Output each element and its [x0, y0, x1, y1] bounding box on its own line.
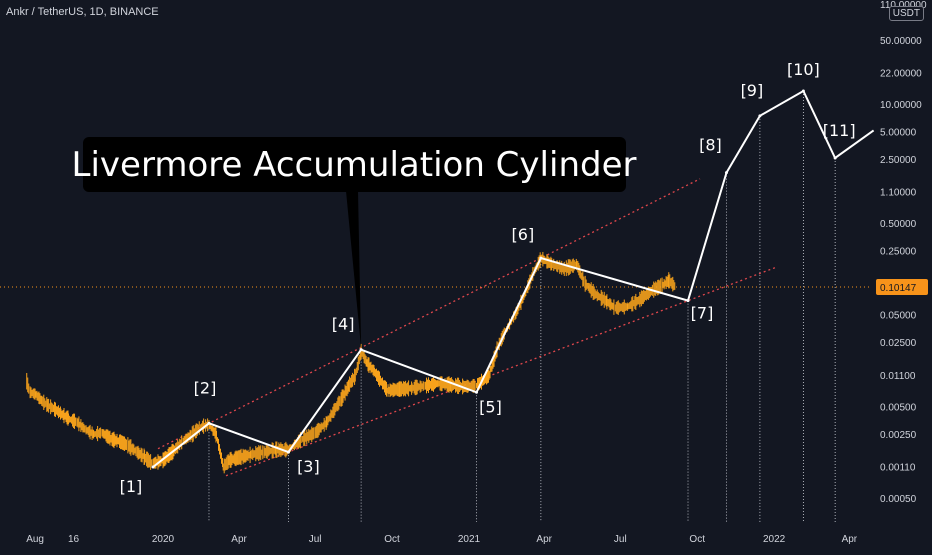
callout: Livermore Accumulation Cylinder — [72, 137, 637, 348]
price-tick-label: 5.00000 — [880, 127, 917, 138]
price-tick-label: 0.00050 — [880, 494, 917, 505]
symbol-title: Ankr / TetherUS, 1D, BINANCE — [6, 6, 159, 18]
wave-label: [11] — [823, 121, 856, 140]
wave-point — [151, 465, 155, 469]
price-tick-label: 0.50000 — [880, 219, 917, 230]
currency-badge[interactable]: USDT — [888, 6, 924, 21]
time-tick-label: 2022 — [763, 534, 786, 545]
upper-channel-line — [157, 178, 701, 450]
price-tick-label: 22.00000 — [880, 69, 922, 80]
wave-point — [758, 114, 762, 118]
price-tick-label: 1.10000 — [880, 188, 917, 199]
price-tick-label: 2.50000 — [880, 155, 917, 166]
wave-label: [8] — [699, 136, 722, 155]
wave-point — [286, 450, 290, 454]
wave-label: [9] — [741, 81, 764, 100]
lower-channel-line — [225, 267, 776, 477]
time-tick-label: Apr — [842, 534, 858, 545]
price-tick-label: 0.00500 — [880, 402, 917, 413]
time-axis: Aug 16 2020 Apr Jul Oct 2021 Apr Jul Oct 2022 Apr — [26, 534, 858, 545]
callout-pointer — [346, 191, 362, 348]
callout-text: Livermore Accumulation Cylinder — [72, 145, 637, 185]
wave-point — [686, 299, 690, 303]
price-tick-label: 10.00000 — [880, 100, 922, 111]
wave-label: [3] — [297, 457, 320, 476]
time-tick-label: Jul — [614, 534, 627, 545]
wave-label: [5] — [479, 397, 502, 416]
callout-box — [83, 137, 626, 192]
price-tick-label: 50.00000 — [880, 36, 922, 47]
wave-label: [6] — [512, 225, 535, 244]
time-tick-label: 2021 — [458, 534, 481, 545]
wave-label: [4] — [332, 315, 355, 334]
price-tick-label: 0.00250 — [880, 430, 917, 441]
time-tick-label: 16 — [68, 534, 80, 545]
channel-lines — [157, 178, 776, 477]
wave-point — [833, 156, 837, 160]
price-axis: 110.00000 50.00000 22.00000 10.00000 5.00000… — [876, 0, 928, 505]
wave-point — [724, 171, 728, 175]
price-tick-label: 0.25000 — [880, 247, 917, 258]
price-tick-label: 110.00000 — [880, 0, 927, 11]
wave-labels: [1] [2] [3] [4] [5] [6] [7] [8] [9] [10] [11] — [120, 60, 856, 496]
current-price-tag — [876, 279, 928, 295]
wave-label: [1] — [120, 477, 143, 496]
wave-label: [7] — [691, 304, 714, 323]
wave-point — [539, 256, 543, 260]
wave-path — [151, 89, 875, 469]
price-tick-label: 0.02500 — [880, 338, 917, 349]
wave-point — [801, 89, 805, 93]
price-tick-label: 0.05000 — [880, 311, 917, 322]
time-tick-label: Apr — [231, 534, 247, 545]
wave-polyline — [152, 89, 875, 468]
wave-point — [475, 390, 478, 394]
wave-vertical-guides — [208, 90, 836, 522]
wave-point — [207, 421, 211, 425]
wave-label: [2] — [194, 378, 217, 397]
price-tick-label: 0.01100 — [880, 371, 916, 382]
wave-label: [10] — [787, 60, 820, 79]
time-tick-label: 2020 — [152, 534, 175, 545]
time-tick-label: Apr — [536, 534, 552, 545]
time-tick-label: Oct — [384, 534, 400, 545]
wave-point — [359, 348, 363, 352]
price-tick-label: 0.00110 — [880, 463, 916, 474]
time-tick-label: Jul — [309, 534, 322, 545]
current-price-label: 0.10147 — [880, 283, 917, 294]
time-tick-label: Oct — [689, 534, 705, 545]
time-tick-label: Aug — [26, 534, 44, 545]
